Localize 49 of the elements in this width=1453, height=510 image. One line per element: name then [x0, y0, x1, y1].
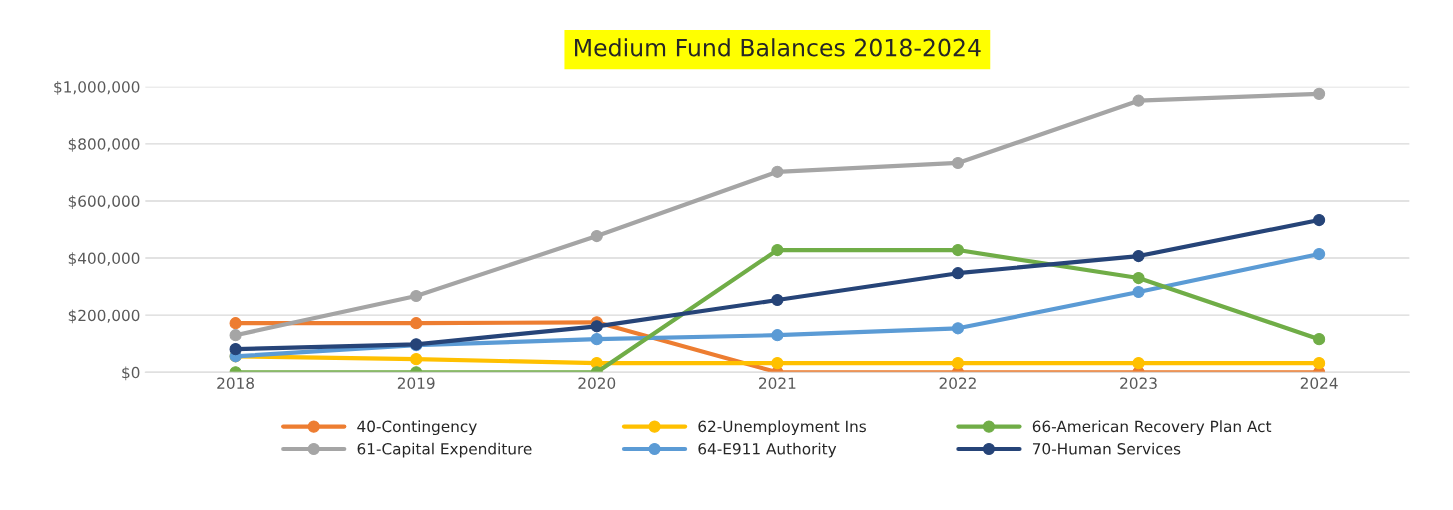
y-tick-label: $1,000,000	[54, 80, 140, 95]
point	[229, 329, 242, 342]
y-tick-label: $0	[122, 366, 140, 381]
legend-label: 62-Unemployment Ins	[698, 420, 866, 436]
x-tick-label: 2023	[1120, 377, 1157, 389]
x-tick-label: 2019	[397, 377, 435, 389]
point	[771, 165, 784, 178]
point	[771, 293, 784, 307]
point	[1132, 249, 1145, 263]
legend-label: 66-American Recovery Plan Act	[1032, 420, 1272, 436]
x-tick-label: 2020	[578, 377, 616, 389]
point	[1132, 94, 1145, 107]
point	[410, 353, 423, 366]
point	[951, 156, 965, 170]
point	[771, 243, 784, 257]
point	[410, 289, 423, 303]
point	[590, 320, 603, 333]
legend-label: 61-Capital Expenditure	[357, 442, 532, 458]
point	[1313, 247, 1326, 261]
point	[1313, 333, 1326, 346]
point	[590, 333, 603, 346]
point	[1313, 214, 1326, 227]
point	[1313, 357, 1326, 370]
y-tick-label: $200,000	[68, 309, 140, 324]
point	[771, 329, 784, 342]
x-tick-label: 2024	[1300, 377, 1338, 389]
x-tick-label: 2021	[759, 377, 796, 389]
point	[1132, 271, 1145, 285]
legend-label: 64-E911 Authority	[698, 442, 837, 458]
y-tick-label: $800,000	[68, 138, 140, 152]
point	[1132, 285, 1145, 299]
legend-label: 40-Contingency	[357, 420, 477, 436]
y-tick-label: $400,000	[68, 252, 140, 267]
x-tick-label: 2018	[217, 377, 254, 389]
x-tick-label: 2022	[939, 377, 976, 389]
point	[951, 322, 965, 335]
point	[229, 317, 242, 330]
point	[590, 229, 603, 243]
point	[951, 267, 965, 280]
point	[1132, 357, 1145, 370]
point	[1313, 87, 1326, 100]
point	[951, 243, 965, 257]
y-tick-label: $600,000	[68, 195, 140, 209]
point	[410, 317, 423, 330]
point	[951, 357, 965, 370]
chart-title: Medium Fund Balances 2018-2024	[575, 38, 981, 57]
point	[771, 357, 784, 370]
point	[229, 343, 242, 356]
legend-label: 70-Human Services	[1032, 442, 1181, 455]
